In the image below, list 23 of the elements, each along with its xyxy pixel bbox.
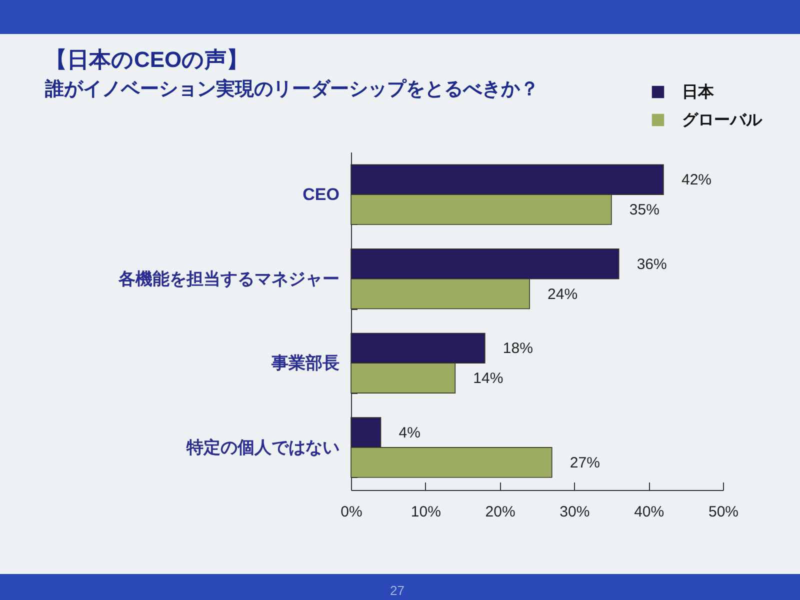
text: 【日本のCEOの声】 xyxy=(45,47,249,72)
x-tick-label: 20% xyxy=(485,504,516,520)
data-label: 42% xyxy=(681,172,712,189)
data-label: 18% xyxy=(502,340,533,358)
x-tick-label: 30% xyxy=(560,504,590,520)
x-tick-label: 10% xyxy=(410,504,441,520)
legend-label: 日本 xyxy=(682,83,715,101)
y-tick-label: 事業部長 xyxy=(270,354,340,373)
chart-subtitle: 誰がイノベーション実現のリーダーシップをとるべきか？ xyxy=(44,78,539,100)
legend-label: グローバル xyxy=(682,112,763,129)
text: 27 xyxy=(390,583,404,598)
x-tick-label: 50% xyxy=(708,504,739,520)
y-tick-label: CEO xyxy=(302,185,340,204)
x-tick-label: 40% xyxy=(634,504,664,520)
data-label: 27% xyxy=(570,454,600,472)
data-label: 14% xyxy=(473,370,504,388)
x-tick-label: 0% xyxy=(340,504,362,520)
data-label: 24% xyxy=(548,286,578,303)
y-tick-label: 特定の個人ではない xyxy=(186,438,340,457)
y-tick-label: 各機能を担当するマネジャー xyxy=(118,269,340,288)
data-label: 35% xyxy=(629,202,660,219)
data-label: 36% xyxy=(636,256,667,273)
data-label: 4% xyxy=(398,424,420,442)
